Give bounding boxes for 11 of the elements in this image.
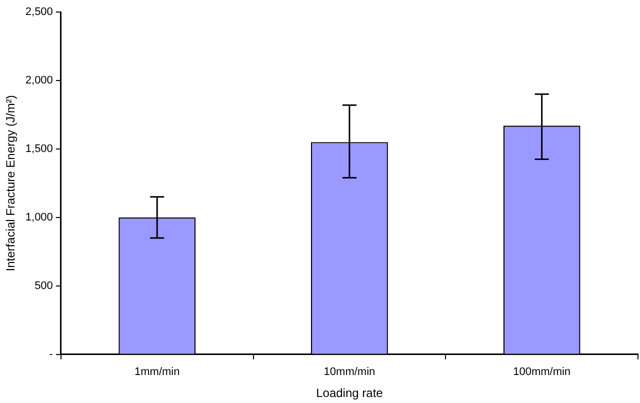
y-tick-label: 500 <box>34 280 53 292</box>
x-tick-label: 10mm/min <box>324 366 376 378</box>
y-tick-label: - <box>49 348 54 360</box>
y-tick-label: 1,000 <box>25 211 53 224</box>
y-tick-label: 1,500 <box>25 142 53 155</box>
x-axis-title: Loading rate <box>316 386 384 400</box>
y-tick-label: 2,000 <box>25 74 53 87</box>
y-tick-label: 2,500 <box>25 6 53 18</box>
y-axis-title: Interfacial Fracture Energy (J/m²) <box>4 95 18 272</box>
x-tick-label: 1mm/min <box>134 366 180 378</box>
x-tick-label: 100mm/min <box>513 366 571 378</box>
